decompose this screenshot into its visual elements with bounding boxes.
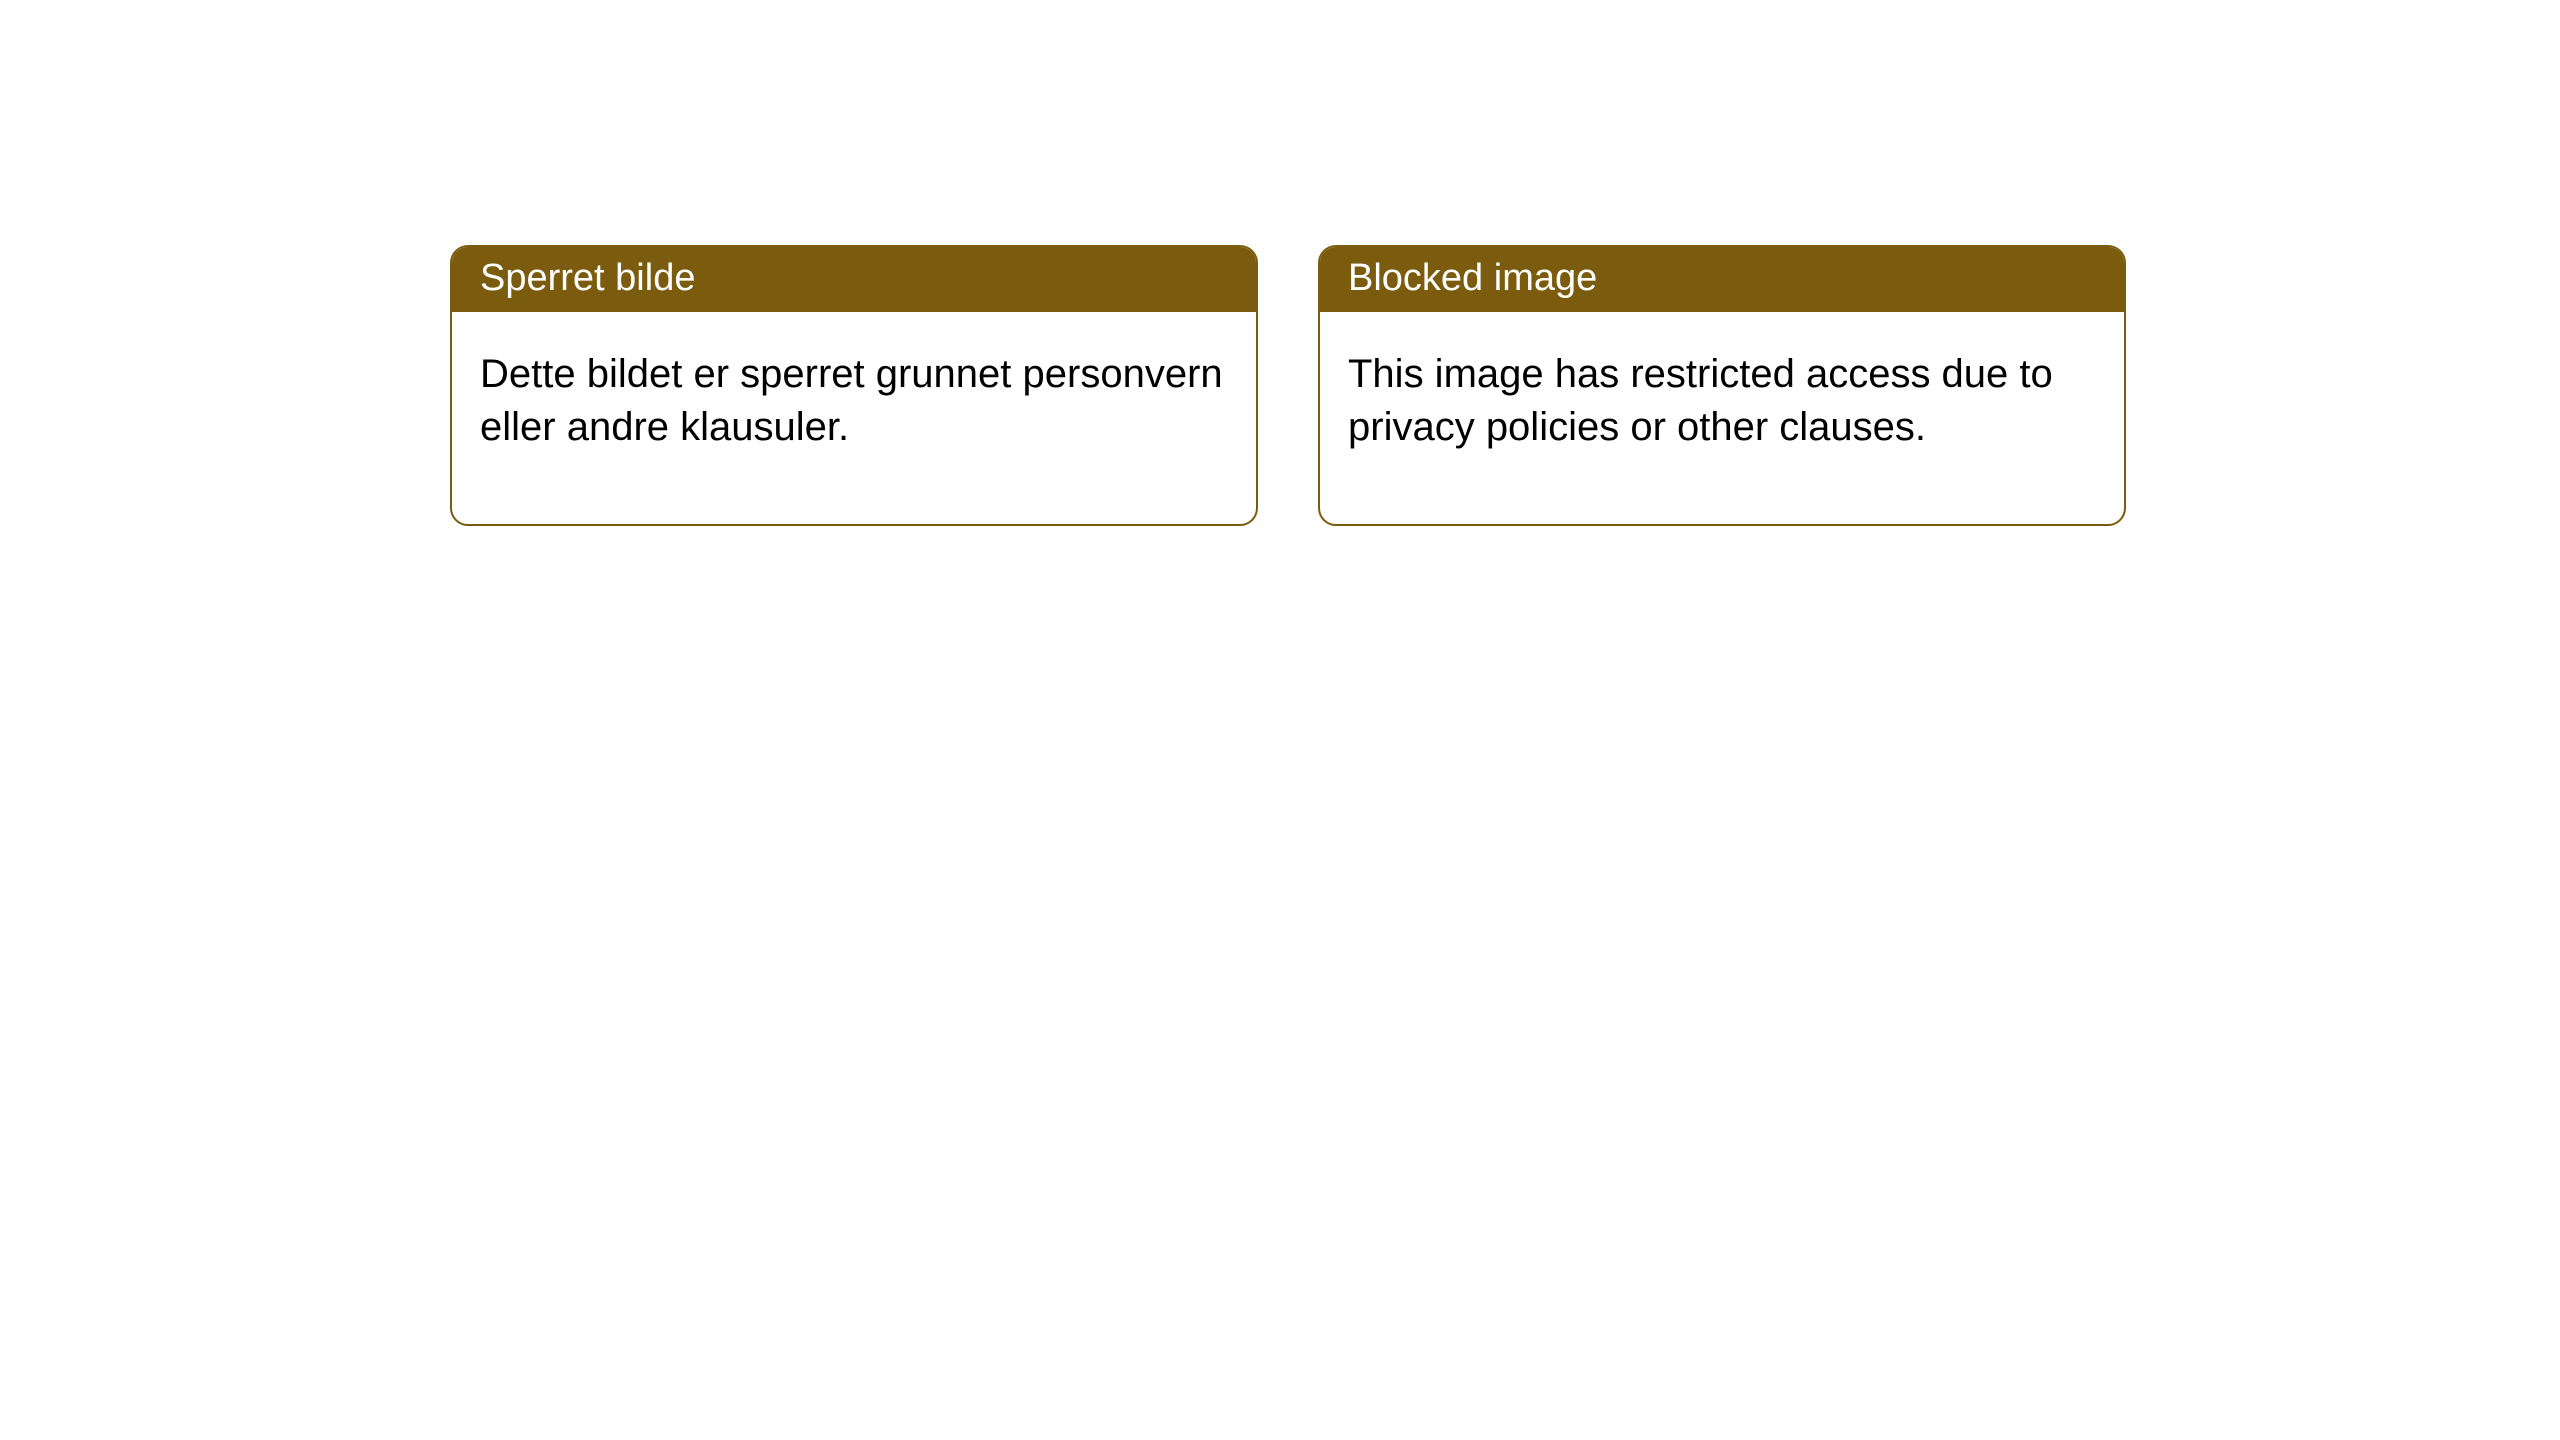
notice-header: Blocked image — [1320, 247, 2124, 312]
notice-body: This image has restricted access due to … — [1320, 312, 2124, 524]
notice-header: Sperret bilde — [452, 247, 1256, 312]
notice-title: Blocked image — [1348, 257, 1597, 299]
notice-box-norwegian: Sperret bilde Dette bildet er sperret gr… — [450, 245, 1258, 526]
notice-body-text: This image has restricted access due to … — [1348, 352, 2053, 449]
notice-container: Sperret bilde Dette bildet er sperret gr… — [0, 0, 2560, 526]
notice-box-english: Blocked image This image has restricted … — [1318, 245, 2126, 526]
notice-body: Dette bildet er sperret grunnet personve… — [452, 312, 1256, 524]
notice-body-text: Dette bildet er sperret grunnet personve… — [480, 352, 1223, 449]
notice-title: Sperret bilde — [480, 257, 695, 299]
